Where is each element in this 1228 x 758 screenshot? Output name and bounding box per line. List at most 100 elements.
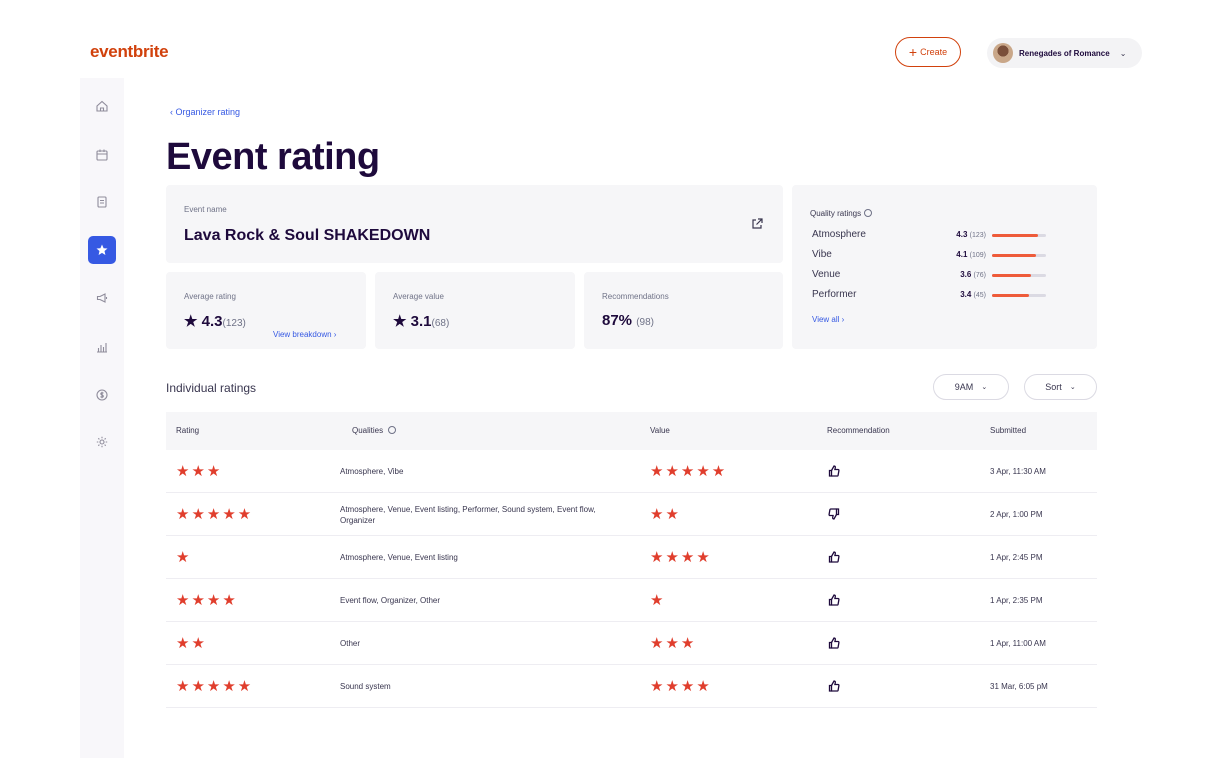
header-value[interactable]: Value <box>650 426 670 435</box>
table-row[interactable]: ★★★★★ Atmosphere, Venue, Event listing, P… <box>166 493 1097 536</box>
page-title: Event rating <box>166 136 380 178</box>
submitted-cell: 1 Apr, 2:35 PM <box>990 596 1043 605</box>
home-icon[interactable] <box>88 92 116 120</box>
value-stars: ★ <box>650 592 666 609</box>
rating-stars: ★ <box>176 549 192 566</box>
value-stars: ★★ <box>650 506 681 523</box>
table-header: Rating Qualities Value Recommendation Su… <box>166 412 1097 450</box>
quality-row: Atmosphere 4.3 (123) <box>812 229 1052 245</box>
star-icon: ★ <box>393 313 407 330</box>
chevron-left-icon: ‹ <box>170 107 176 117</box>
qualities-cell: Atmosphere, Venue, Event listing <box>340 553 458 562</box>
quality-row: Vibe 4.1 (109) <box>812 249 1052 265</box>
top-bar: eventbrite + Create Renegades of Romance… <box>80 30 1148 76</box>
quality-bar <box>992 294 1046 297</box>
rating-stars: ★★★★★ <box>176 678 254 695</box>
qualities-cell: Sound system <box>340 682 391 691</box>
value-stars: ★★★★ <box>650 549 712 566</box>
submitted-cell: 31 Mar, 6:05 pM <box>990 682 1048 691</box>
header-qualities[interactable]: Qualities <box>352 426 397 435</box>
quality-name: Atmosphere <box>812 229 866 240</box>
quality-name: Venue <box>812 269 841 280</box>
breadcrumb-label: Organizer rating <box>175 107 241 117</box>
eventbrite-logo[interactable]: eventbrite <box>90 42 169 61</box>
table-row[interactable]: ★★★ Atmosphere, Vibe ★★★★★ 3 Apr, 11:30 AM <box>166 450 1097 493</box>
quality-name: Vibe <box>812 249 832 260</box>
average-rating-count: (123) <box>222 318 246 329</box>
quality-score: 4.3 (123) <box>956 230 986 239</box>
gear-icon[interactable] <box>88 428 116 456</box>
quality-bar <box>992 234 1046 237</box>
rating-stars: ★★★★★ <box>176 506 254 523</box>
recommendations-label: Recommendations <box>602 292 669 301</box>
breadcrumb[interactable]: ‹ Organizer rating <box>170 107 240 117</box>
info-icon[interactable] <box>864 209 873 217</box>
table-row[interactable]: ★★★★ Event flow, Organizer, Other ★ 1 Apr, … <box>166 579 1097 622</box>
chevron-down-icon: ⌄ <box>981 384 988 391</box>
megaphone-icon[interactable] <box>88 284 116 312</box>
star-icon: ★ <box>184 313 198 330</box>
table-row[interactable]: ★★★★★ Sound system ★★★★ 31 Mar, 6:05 pM <box>166 665 1097 708</box>
rating-stars: ★★★ <box>176 463 223 480</box>
ratings-table: Rating Qualities Value Recommendation Su… <box>166 412 1097 708</box>
average-value-value: ★ 3.1(68) <box>393 313 450 330</box>
value-stars: ★★★ <box>650 635 697 652</box>
view-breakdown-link[interactable]: View breakdown › <box>273 330 337 339</box>
info-icon <box>388 426 397 434</box>
header-submitted[interactable]: Submitted <box>990 426 1027 435</box>
bar-chart-icon[interactable] <box>88 333 116 361</box>
quality-bar <box>992 274 1046 277</box>
thumbs-up-icon <box>827 593 841 607</box>
average-rating-value: ★ 4.3(123) <box>184 313 246 330</box>
chevron-down-icon: ⌄ <box>1069 384 1076 391</box>
quality-score: 3.6 (76) <box>960 270 986 279</box>
submitted-cell: 1 Apr, 2:45 PM <box>990 553 1043 562</box>
header-rating[interactable]: Rating <box>176 426 200 435</box>
calendar-icon[interactable] <box>88 141 116 169</box>
quality-row: Performer 3.4 (45) <box>812 289 1052 305</box>
submitted-cell: 3 Apr, 11:30 AM <box>990 467 1046 476</box>
time-filter-dropdown[interactable]: 9AM ⌄ <box>933 374 1009 400</box>
avatar <box>993 43 1013 63</box>
external-link-icon[interactable] <box>750 217 764 231</box>
average-rating-card: Average rating ★ 4.3(123) View breakdown… <box>166 272 366 349</box>
recommendations-count: (98) <box>636 317 654 328</box>
time-filter-label: 9AM <box>954 382 974 392</box>
recommendations-card: Recommendations 87% (98) <box>584 272 783 349</box>
sidebar <box>80 78 124 758</box>
qualities-cell: Atmosphere, Vibe <box>340 467 404 476</box>
account-name: Renegades of Romance <box>1019 48 1110 58</box>
dollar-icon[interactable] <box>88 381 116 409</box>
thumbs-down-icon <box>827 507 841 521</box>
orders-icon[interactable] <box>88 188 116 216</box>
rating-stars: ★★★★ <box>176 592 238 609</box>
recommendations-value: 87% (98) <box>602 312 654 329</box>
quality-ratings-card: Quality ratings Atmosphere 4.3 (123) Vib… <box>792 185 1097 349</box>
average-value-label: Average value <box>393 292 444 301</box>
thumbs-up-icon <box>827 464 841 478</box>
submitted-cell: 1 Apr, 11:00 AM <box>990 639 1046 648</box>
average-rating-label: Average rating <box>184 292 236 301</box>
sort-dropdown[interactable]: Sort ⌄ <box>1024 374 1097 400</box>
account-menu[interactable]: Renegades of Romance ⌄ <box>987 38 1142 68</box>
rating-stars: ★★ <box>176 635 207 652</box>
qualities-cell: Atmosphere, Venue, Event listing, Perfor… <box>340 504 596 525</box>
thumbs-up-icon <box>827 636 841 650</box>
star-icon[interactable] <box>88 236 116 264</box>
quality-score: 4.1 (109) <box>956 250 986 259</box>
submitted-cell: 2 Apr, 1:00 PM <box>990 510 1043 519</box>
table-body: ★★★ Atmosphere, Vibe ★★★★★ 3 Apr, 11:30 AM ★… <box>166 450 1097 708</box>
table-row[interactable]: ★★ Other ★★★ 1 Apr, 11:00 AM <box>166 622 1097 665</box>
view-all-link[interactable]: View all › <box>812 315 845 324</box>
header-recommendation[interactable]: Recommendation <box>827 426 890 435</box>
create-label: Create <box>920 47 948 57</box>
qualities-cell: Event flow, Organizer, Other <box>340 596 441 605</box>
event-name: Lava Rock & Soul SHAKEDOWN <box>184 227 431 244</box>
table-row[interactable]: ★ Atmosphere, Venue, Event listing ★★★★ 1 A… <box>166 536 1097 579</box>
value-stars: ★★★★ <box>650 678 712 695</box>
create-button[interactable]: + Create <box>895 37 961 67</box>
chevron-down-icon: ⌄ <box>1119 48 1127 58</box>
quality-score: 3.4 (45) <box>960 290 986 299</box>
plus-icon: + <box>908 44 918 60</box>
average-value-card: Average value ★ 3.1(68) <box>375 272 575 349</box>
